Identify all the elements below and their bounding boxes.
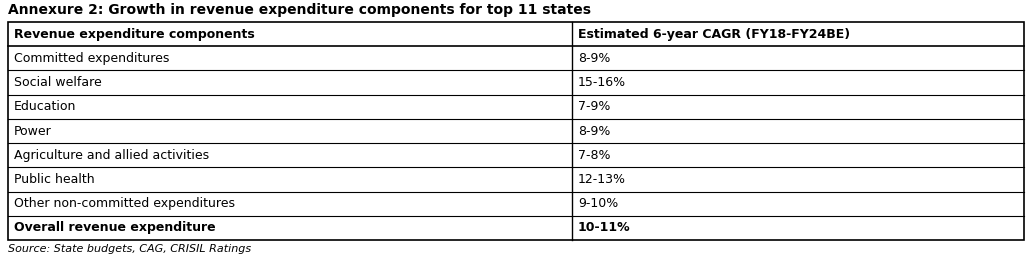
Text: 7-9%: 7-9%: [578, 100, 610, 113]
Text: 8-9%: 8-9%: [578, 52, 610, 65]
Text: Agriculture and allied activities: Agriculture and allied activities: [14, 149, 209, 162]
Text: Revenue expenditure components: Revenue expenditure components: [14, 28, 255, 41]
Text: Public health: Public health: [14, 173, 95, 186]
Text: Estimated 6-year CAGR (FY18-FY24BE): Estimated 6-year CAGR (FY18-FY24BE): [578, 28, 850, 41]
Text: Other non-committed expenditures: Other non-committed expenditures: [14, 197, 235, 210]
Text: 9-10%: 9-10%: [578, 197, 618, 210]
Text: Annexure 2: Growth in revenue expenditure components for top 11 states: Annexure 2: Growth in revenue expenditur…: [8, 3, 591, 17]
Text: 8-9%: 8-9%: [578, 125, 610, 138]
Text: 12-13%: 12-13%: [578, 173, 625, 186]
Bar: [8, 22, 1024, 240]
Text: Overall revenue expenditure: Overall revenue expenditure: [14, 221, 216, 234]
Text: Source: State budgets, CAG, CRISIL Ratings: Source: State budgets, CAG, CRISIL Ratin…: [8, 244, 251, 254]
Text: Social welfare: Social welfare: [14, 76, 102, 89]
Text: 7-8%: 7-8%: [578, 149, 610, 162]
Text: Committed expenditures: Committed expenditures: [14, 52, 169, 65]
Text: 10-11%: 10-11%: [578, 221, 631, 234]
Text: Education: Education: [14, 100, 76, 113]
Text: 15-16%: 15-16%: [578, 76, 626, 89]
Text: Power: Power: [14, 125, 52, 138]
